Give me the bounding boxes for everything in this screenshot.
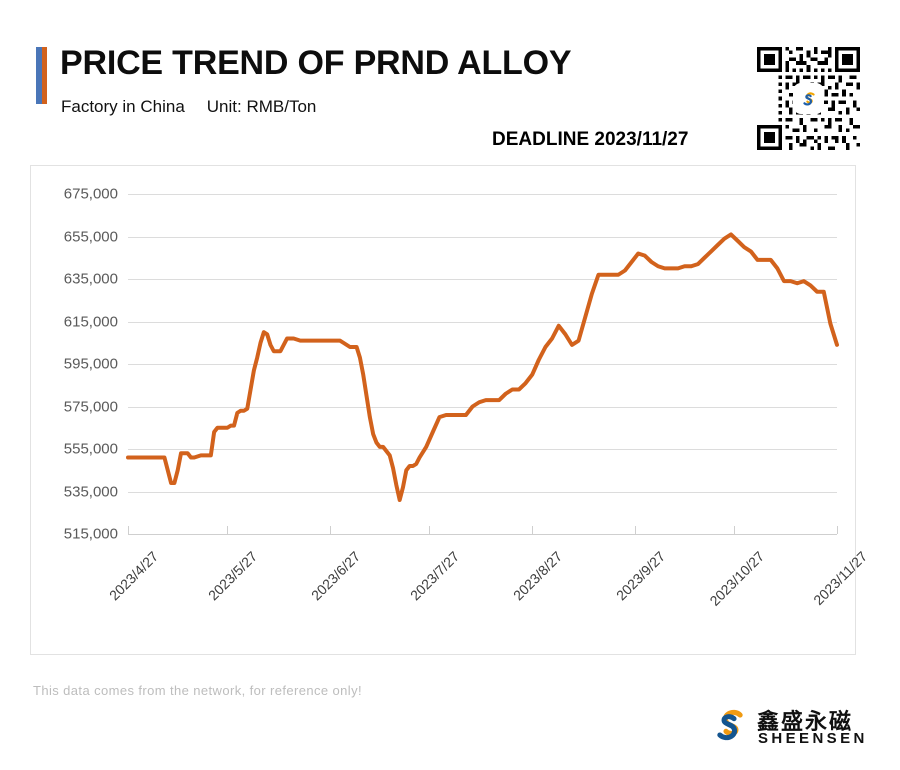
sheensen-s-svg (717, 709, 743, 741)
accent-bar (36, 47, 47, 104)
y-gridline (128, 406, 837, 408)
y-gridline (128, 491, 837, 493)
deadline-label: DEADLINE 2023/11/27 (492, 129, 689, 150)
x-axis-tick-mark (330, 526, 332, 534)
y-gridline (128, 279, 837, 280)
qr-center-logo-icon (795, 85, 822, 112)
y-axis-tick-label: 595,000 (63, 355, 118, 373)
y-axis-tick-label: 535,000 (63, 483, 118, 500)
series-line-prnd-alloy-price (126, 232, 839, 502)
y-axis-tick-label: 555,000 (63, 440, 118, 458)
y-gridline (128, 321, 837, 323)
y-axis-tick-label: 575,000 (63, 398, 118, 415)
x-axis-tick-mark (227, 526, 229, 534)
x-axis-tick-mark (128, 526, 129, 534)
page-subtitle: Factory in China Unit: RMB/Ton (61, 97, 316, 117)
x-axis-tick-mark (429, 526, 431, 534)
y-gridline (128, 364, 837, 365)
chart-card: 675,000 655,000 635,000 615,000 595,000 575,0… (30, 165, 871, 656)
y-axis-tick-label: 615,000 (63, 313, 118, 330)
subtitle-region: Factory in China (61, 97, 185, 116)
page-title: PRICE TREND OF PRND ALLOY (60, 44, 572, 82)
x-axis-tick-mark (734, 526, 736, 534)
x-axis-tick-mark (837, 526, 838, 534)
x-axis-line (128, 534, 837, 535)
y-gridline (128, 449, 837, 450)
accent-bar-orange-half (41, 47, 47, 104)
disclaimer-text: This data comes from the network, for re… (33, 683, 362, 698)
x-axis-tick-mark (634, 526, 636, 534)
brand-name-cn: 鑫盛永磁 (757, 709, 854, 734)
y-gridline (128, 236, 837, 238)
y-axis-tick-label: 655,000 (63, 228, 118, 245)
y-axis-tick-label: 675,000 (63, 185, 118, 203)
qr-code-svg (757, 47, 860, 150)
brand-name-en: SHEENSEN (758, 730, 868, 747)
y-gridline (128, 194, 837, 195)
accent-bar-blue-half (36, 47, 42, 104)
sheensen-s-logo-icon (709, 704, 751, 746)
chart-series-svg (126, 232, 839, 502)
qr-code-icon[interactable] (757, 47, 860, 150)
y-axis-tick-label: 635,000 (63, 270, 118, 288)
y-axis-tick-label: 515,000 (63, 525, 118, 543)
subtitle-unit: Unit: RMB/Ton (206, 97, 317, 116)
x-axis-tick-mark (532, 526, 534, 534)
qr-center-s-icon (802, 91, 815, 106)
page-header: PRICE TREND OF PRND ALLOY Factory in Chi… (0, 0, 900, 165)
brand-logo: 鑫盛永磁 SHEENSEN (709, 700, 869, 752)
chart-plot-area[interactable]: 675,000 655,000 635,000 615,000 595,000 575,0… (31, 166, 871, 656)
